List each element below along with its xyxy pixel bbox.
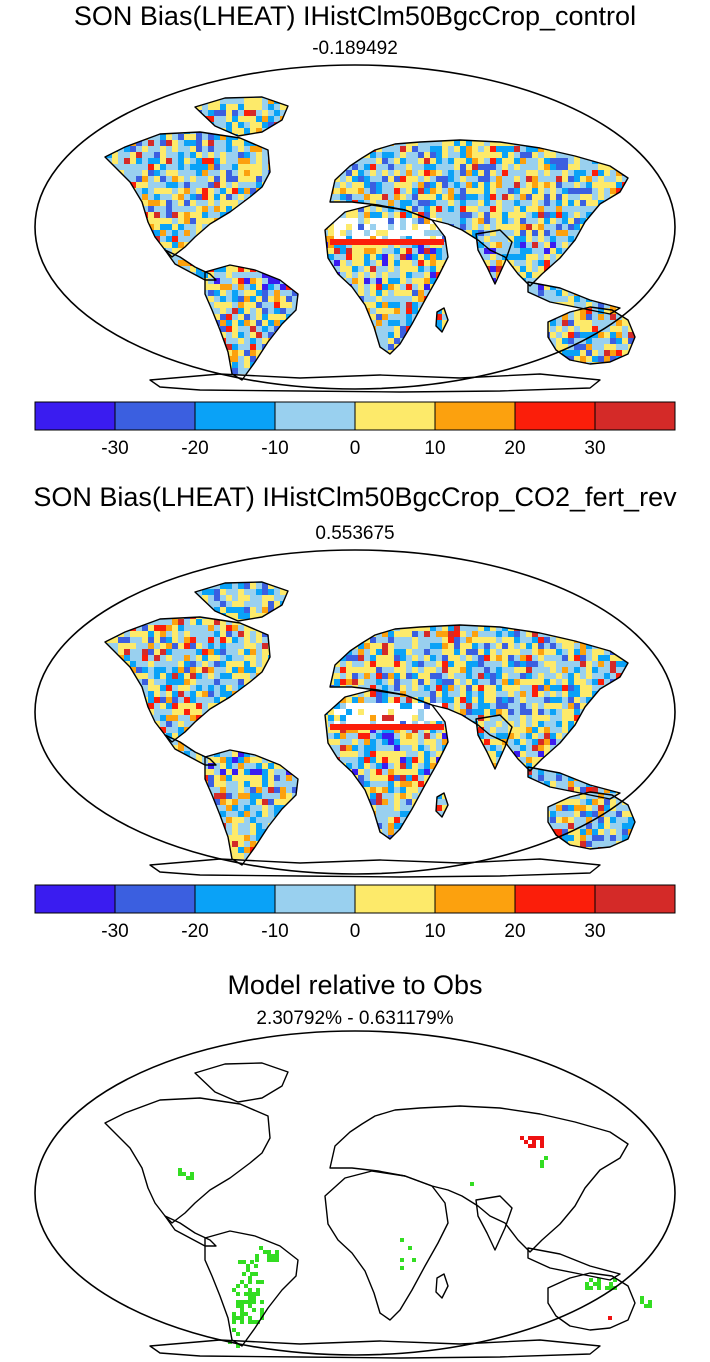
panel-2-subtitle: 0.553675 bbox=[315, 523, 395, 544]
coastline-southAmerica bbox=[204, 264, 299, 381]
coastline-india bbox=[475, 229, 513, 285]
colorbar-swatch bbox=[594, 884, 676, 914]
colorbar-tick-label: -30 bbox=[101, 921, 128, 942]
panel-3-title: Model relative to Obs bbox=[227, 970, 483, 1000]
colorbar-tick-label: -10 bbox=[261, 438, 288, 459]
coastline-eurasia bbox=[329, 624, 629, 772]
coastline-centralAmerica bbox=[164, 734, 217, 766]
coastline-antarctica bbox=[149, 373, 601, 393]
colorbar-swatch bbox=[114, 401, 196, 431]
map-border bbox=[34, 549, 676, 875]
coastline-madagascar bbox=[435, 792, 449, 818]
map-border bbox=[34, 64, 676, 390]
coastline-southAmerica bbox=[204, 1230, 299, 1347]
colorbar-swatch bbox=[114, 884, 196, 914]
colorbar-tick-label: 20 bbox=[504, 438, 525, 459]
colorbar-swatch bbox=[34, 884, 116, 914]
colorbar-tick-label: 10 bbox=[424, 921, 445, 942]
colorbar-swatch bbox=[514, 884, 596, 914]
colorbar-swatch bbox=[194, 884, 276, 914]
colorbar-swatch bbox=[194, 401, 276, 431]
coastline-eurasia bbox=[329, 139, 629, 287]
coastline-madagascar bbox=[435, 1273, 449, 1299]
coastline-seAsiaIslands bbox=[527, 281, 621, 315]
coastline-greenland bbox=[194, 1062, 289, 1103]
colorbar-tick-label: -30 bbox=[101, 438, 128, 459]
colorbar-swatch bbox=[274, 884, 356, 914]
colorbar-swatch bbox=[354, 401, 436, 431]
map-border bbox=[34, 1030, 676, 1356]
colorbar-tick-label: 0 bbox=[350, 438, 361, 459]
coastline-antarctica bbox=[149, 1339, 601, 1359]
colorbar-tick-label: 0 bbox=[350, 921, 361, 942]
colorbar-tick-label: 30 bbox=[584, 921, 605, 942]
colorbar-tick-label: -20 bbox=[181, 438, 208, 459]
coastline-greenland bbox=[194, 96, 289, 137]
colorbar-tick-label: 10 bbox=[424, 438, 445, 459]
colorbar-swatch bbox=[34, 401, 116, 431]
colorbar-tick-label: -20 bbox=[181, 921, 208, 942]
colorbar-1: -30 -20 -10 0 10 20 30 bbox=[34, 401, 676, 459]
bias-map-co2-fert-rev bbox=[34, 549, 676, 878]
panel-3-subtitle: 2.30792% - 0.631179% bbox=[256, 1008, 454, 1029]
colorbar-tick-label: -10 bbox=[261, 921, 288, 942]
panel-2-title: SON Bias(LHEAT) IHistClm50BgcCrop_CO2_fe… bbox=[33, 482, 677, 512]
panel-1-title: SON Bias(LHEAT) IHistClm50BgcCrop_contro… bbox=[73, 1, 637, 31]
relative-cells bbox=[178, 1136, 652, 1348]
colorbar-swatch bbox=[434, 401, 516, 431]
coastline-eurasia bbox=[329, 1105, 629, 1253]
coastline-northAmerica bbox=[104, 616, 271, 743]
relative-map bbox=[34, 1030, 676, 1359]
coastline-australia bbox=[547, 1272, 636, 1331]
coastline-southAmerica bbox=[204, 749, 299, 866]
colorbar-swatch bbox=[274, 401, 356, 431]
coastline-australia bbox=[547, 791, 636, 850]
coastline-northAmerica bbox=[104, 131, 271, 258]
bias-cells bbox=[105, 97, 635, 374]
coastline-greenland bbox=[194, 581, 289, 622]
coastline-africa bbox=[324, 1170, 449, 1321]
panel-1-subtitle: -0.189492 bbox=[312, 38, 398, 59]
coastline-madagascar bbox=[435, 307, 449, 333]
coastline-centralAmerica bbox=[164, 249, 217, 281]
bias-cells bbox=[105, 582, 635, 859]
colorbar-swatch bbox=[514, 401, 596, 431]
coastline-antarctica bbox=[149, 858, 601, 878]
colorbar-tick-label: 30 bbox=[584, 438, 605, 459]
coastline-seAsiaIslands bbox=[527, 766, 621, 800]
coastline-australia bbox=[547, 306, 636, 365]
colorbar-swatch bbox=[434, 884, 516, 914]
coastline-india bbox=[475, 714, 513, 770]
coastline-india bbox=[475, 1195, 513, 1251]
colorbar-swatch bbox=[594, 401, 676, 431]
coastline-centralAmerica bbox=[164, 1215, 217, 1247]
colorbar-tick-label: 20 bbox=[504, 921, 525, 942]
colorbar-swatch bbox=[354, 884, 436, 914]
colorbar-2: -30 -20 -10 0 10 20 30 bbox=[34, 884, 676, 942]
coastline-northAmerica bbox=[104, 1097, 271, 1224]
bias-map-control bbox=[34, 64, 676, 393]
coastline-seAsiaIslands bbox=[527, 1247, 621, 1281]
